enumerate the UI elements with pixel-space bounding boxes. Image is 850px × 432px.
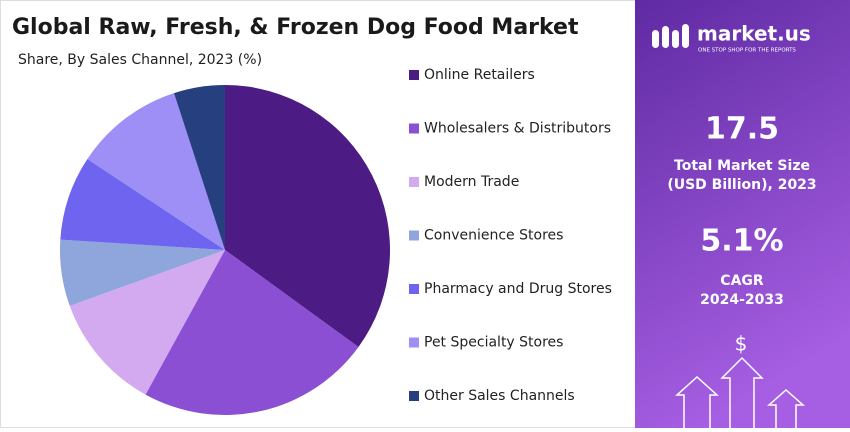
brand: market.us — [697, 22, 811, 46]
pie-slice — [60, 158, 225, 250]
chart-title: Global Raw, Fresh, & Frozen Dog Food Mar… — [12, 15, 579, 40]
legend-swatch — [409, 70, 419, 80]
legend-label: Modern Trade — [424, 174, 519, 190]
legend-label: Pet Specialty Stores — [424, 335, 563, 351]
legend-label: Wholesalers & Distributors — [424, 121, 611, 137]
legend-label: Online Retailers — [424, 67, 535, 83]
pie-slice — [69, 250, 226, 395]
sidebar — [635, 0, 850, 428]
legend-label: Other Sales Channels — [424, 388, 575, 404]
legend-label: Pharmacy and Drug Stores — [424, 281, 612, 297]
pie-slice — [225, 85, 390, 347]
cagr-label: 2024-2033 — [700, 292, 784, 308]
pie-slice — [174, 85, 225, 250]
pie-slice — [59, 239, 225, 306]
market-size-label: (USD Billion), 2023 — [667, 177, 816, 193]
legend-swatch — [409, 177, 419, 187]
cagr: 5.1% — [700, 224, 783, 259]
legend-swatch — [409, 230, 419, 241]
pie-slice — [87, 93, 225, 250]
growth-arrows — [675, 356, 805, 428]
legend-swatch — [409, 337, 419, 348]
logo-icon — [652, 24, 689, 48]
legend-swatch — [409, 391, 419, 401]
cagr-label: CAGR — [720, 273, 764, 289]
pie-slice — [145, 250, 359, 415]
legend-swatch — [409, 284, 419, 294]
dollar-icon: $ — [735, 332, 748, 356]
tagline: ONE STOP SHOP FOR THE REPORTS — [698, 48, 796, 54]
legend-label: Convenience Stores — [424, 228, 563, 244]
market-size-label: Total Market Size — [674, 158, 810, 174]
market-size: 17.5 — [705, 112, 779, 147]
chart-subtitle: Share, By Sales Channel, 2023 (%) — [18, 52, 262, 68]
legend-swatch — [409, 123, 419, 134]
